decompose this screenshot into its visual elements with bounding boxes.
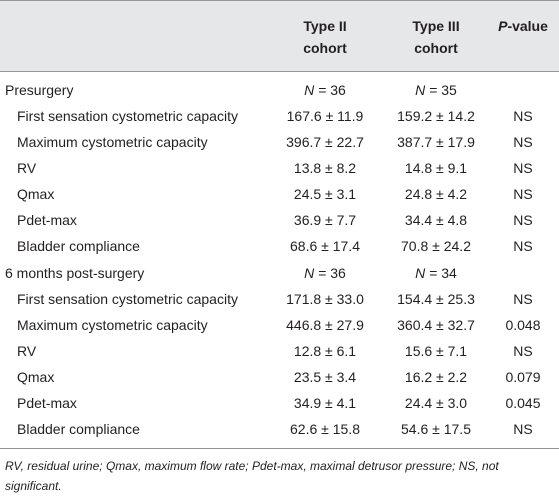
header-type3-cohort: Type III cohort	[412, 18, 460, 56]
cell-type3: 70.8 ± 24.2	[401, 238, 471, 254]
cell-p-value: NS	[513, 134, 533, 150]
cell-type3: 14.8 ± 9.1	[404, 160, 468, 176]
cell-type3: 54.6 ± 17.5	[401, 421, 471, 437]
table-footnote: RV, residual urine; Qmax, maximum flow r…	[5, 459, 499, 493]
header-p-italic: P	[498, 18, 508, 34]
table-row: First sensation cystometric capacity 171…	[0, 286, 559, 312]
header-rule	[0, 71, 559, 72]
n-value: = 36	[318, 82, 346, 98]
cell-p-value: NS	[513, 212, 533, 228]
cell-type3: 159.2 ± 14.2	[397, 108, 475, 124]
row-label: Pdet-max	[17, 212, 77, 228]
table-row: Maximum cystometric capacity 396.7 ± 22.…	[0, 129, 559, 155]
header-p-rest: -value	[507, 18, 548, 34]
table-row: RV 12.8 ± 6.1 15.6 ± 7.1 NS	[0, 338, 559, 364]
header-type2-cohort: Type II cohort	[303, 18, 347, 56]
row-label: Qmax	[17, 186, 55, 202]
row-label: Pdet-max	[17, 395, 77, 411]
header-p-value: P-value	[488, 15, 558, 37]
cell-type2: 446.8 ± 27.9	[286, 317, 364, 333]
cell-type3: 24.8 ± 4.2	[404, 186, 468, 202]
cell-type2: 23.5 ± 3.4	[293, 369, 357, 385]
cell-type2: 396.7 ± 22.7	[286, 134, 364, 150]
n-label: N	[415, 82, 426, 98]
n-type2: N = 36	[266, 260, 384, 286]
cell-p-value: 0.045	[505, 395, 541, 411]
section-title: Presurgery	[5, 82, 74, 98]
cell-type3: 16.2 ± 2.2	[404, 369, 468, 385]
cell-type3: 387.7 ± 17.9	[397, 134, 475, 150]
cell-p-value: 0.079	[505, 369, 541, 385]
section-title: 6 months post-surgery	[5, 265, 145, 281]
table-row: RV 13.8 ± 8.2 14.8 ± 9.1 NS	[0, 155, 559, 181]
section-row-post-surgery: 6 months post-surgery N = 36 N = 34	[0, 260, 559, 286]
row-label: First sensation cystometric capacity	[17, 108, 238, 124]
row-label: RV	[17, 343, 37, 359]
cell-type3: 24.4 ± 3.0	[404, 395, 468, 411]
cell-p-value: NS	[513, 238, 533, 254]
cell-p-value: NS	[513, 160, 533, 176]
table-row: Pdet-max 34.9 ± 4.1 24.4 ± 3.0 0.045	[0, 390, 559, 416]
n-value: = 35	[429, 82, 457, 98]
table-row: Bladder compliance 62.6 ± 15.8 54.6 ± 17…	[0, 416, 559, 442]
n-label: N	[415, 265, 426, 281]
row-label: Qmax	[17, 369, 55, 385]
section-row-presurgery: Presurgery N = 36 N = 35	[0, 77, 559, 103]
n-label: N	[304, 265, 315, 281]
bottom-rule	[0, 448, 559, 449]
cell-type2: 12.8 ± 6.1	[293, 343, 357, 359]
table-header: Type II cohort Type III cohort P-value	[0, 0, 559, 72]
row-label: Maximum cystometric capacity	[17, 134, 208, 150]
n-type2: N = 36	[266, 77, 384, 103]
cell-type2: 34.9 ± 4.1	[293, 395, 357, 411]
table-row: First sensation cystometric capacity 167…	[0, 103, 559, 129]
table-row: Pdet-max 36.9 ± 7.7 34.4 ± 4.8 NS	[0, 207, 559, 233]
row-label: First sensation cystometric capacity	[17, 291, 238, 307]
row-label: RV	[17, 160, 37, 176]
row-label: Bladder compliance	[17, 238, 140, 254]
n-value: = 36	[318, 265, 346, 281]
table-row: Qmax 24.5 ± 3.1 24.8 ± 4.2 NS	[0, 181, 559, 207]
cell-p-value: NS	[513, 343, 533, 359]
cell-p-value: NS	[513, 108, 533, 124]
cell-type3: 360.4 ± 32.7	[397, 317, 475, 333]
cell-p-value: NS	[513, 186, 533, 202]
cell-type3: 154.4 ± 25.3	[397, 291, 475, 307]
table-row: Bladder compliance 68.6 ± 17.4 70.8 ± 24…	[0, 233, 559, 259]
cell-type2: 167.6 ± 11.9	[286, 108, 364, 124]
n-type3: N = 35	[377, 77, 495, 103]
n-value: = 34	[429, 265, 457, 281]
cell-type2: 24.5 ± 3.1	[293, 186, 357, 202]
cell-type2: 171.8 ± 33.0	[286, 291, 364, 307]
row-label: Maximum cystometric capacity	[17, 317, 208, 333]
cell-type3: 15.6 ± 7.1	[404, 343, 468, 359]
n-type3: N = 34	[377, 260, 495, 286]
cell-p-value: 0.048	[505, 317, 541, 333]
cell-type2: 36.9 ± 7.7	[293, 212, 357, 228]
cell-type2: 62.6 ± 15.8	[290, 421, 360, 437]
n-label: N	[304, 82, 315, 98]
table-row: Maximum cystometric capacity 446.8 ± 27.…	[0, 312, 559, 338]
cell-type2: 13.8 ± 8.2	[293, 160, 357, 176]
cell-p-value: NS	[513, 291, 533, 307]
cell-type2: 68.6 ± 17.4	[290, 238, 360, 254]
cell-type3: 34.4 ± 4.8	[404, 212, 468, 228]
row-label: Bladder compliance	[17, 421, 140, 437]
cell-p-value: NS	[513, 421, 533, 437]
table-row: Qmax 23.5 ± 3.4 16.2 ± 2.2 0.079	[0, 364, 559, 390]
